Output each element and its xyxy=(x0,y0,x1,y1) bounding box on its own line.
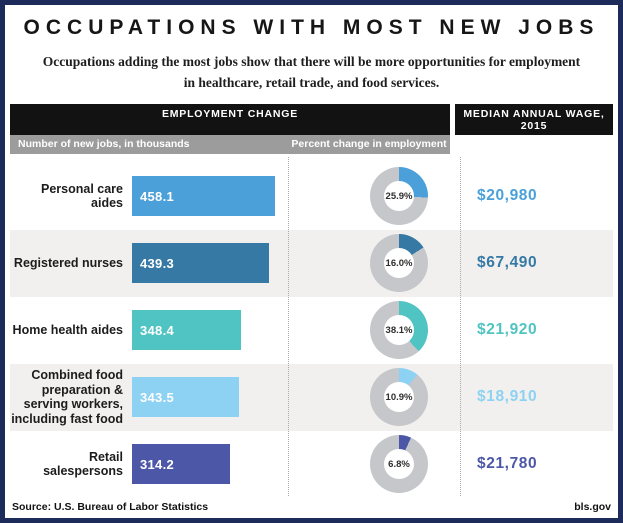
data-rows: Personal care aides 458.1 25.9% $20,980 … xyxy=(10,156,613,498)
percent-change-donut: 6.8% xyxy=(370,435,428,494)
wage-cell: $20,980 xyxy=(460,187,613,205)
occupation-label: Registered nurses xyxy=(13,255,123,270)
percent-change-column-label: Percent change in employment xyxy=(291,137,447,150)
percent-change-value: 16.0% xyxy=(385,257,413,269)
source-credit: Source: U.S. Bureau of Labor Statistics xyxy=(12,501,209,513)
table-row: Registered nurses 439.3 16.0% $67,490 xyxy=(10,229,613,297)
occupation-label: Home health aides xyxy=(12,322,123,337)
new-jobs-bar: 439.3 xyxy=(132,243,269,284)
percent-change-donut: 25.9% xyxy=(370,167,428,226)
occupation-label: Personal care aides xyxy=(41,181,123,211)
employment-change-header: EMPLOYMENT CHANGE xyxy=(10,103,450,135)
new-jobs-value: 439.3 xyxy=(140,255,175,271)
donut-hole: 38.1% xyxy=(384,315,414,346)
page-title: OCCUPATIONS WITH MOST NEW JOBS xyxy=(23,16,600,39)
new-jobs-value: 348.4 xyxy=(140,322,175,338)
donut-hole: 6.8% xyxy=(384,449,414,480)
wage-cell: $21,780 xyxy=(460,455,613,473)
percent-change-donut: 10.9% xyxy=(370,368,428,427)
new-jobs-value: 458.1 xyxy=(140,188,175,204)
median-wage-value: $20,980 xyxy=(477,187,538,205)
bar-cell: 439.3 xyxy=(123,243,288,284)
wage-cell: $21,920 xyxy=(460,321,613,339)
table-row: Combined food preparation & serving work… xyxy=(10,363,613,431)
new-jobs-value: 343.5 xyxy=(140,389,175,405)
percent-change-donut: 16.0% xyxy=(370,234,428,293)
new-jobs-column-label: Number of new jobs, in thousands xyxy=(18,137,190,150)
donut-hole: 10.9% xyxy=(384,382,414,413)
table-row: Retail salespersons 314.2 6.8% $21,780 xyxy=(10,431,613,498)
column-divider-dotted xyxy=(288,156,289,496)
median-wage-header: MEDIAN ANNUAL WAGE, 2015 xyxy=(455,103,613,135)
median-wage-value: $21,920 xyxy=(477,321,538,339)
median-wage-value: $67,490 xyxy=(477,254,538,272)
donut-cell: 6.8% xyxy=(288,435,460,494)
percent-change-value: 10.9% xyxy=(385,391,413,403)
donut-cell: 38.1% xyxy=(288,301,460,360)
bar-cell: 348.4 xyxy=(123,310,288,351)
donut-hole: 25.9% xyxy=(384,181,414,212)
occupation-label: Combined food preparation & serving work… xyxy=(11,367,123,427)
percent-change-donut: 38.1% xyxy=(370,301,428,360)
bar-cell: 343.5 xyxy=(123,377,288,418)
bls-gov-label: bls.gov xyxy=(574,501,611,513)
occupation-label: Retail salespersons xyxy=(43,449,123,479)
new-jobs-bar: 314.2 xyxy=(132,444,230,485)
bar-cell: 458.1 xyxy=(123,176,288,217)
percent-change-value: 25.9% xyxy=(385,190,413,202)
donut-cell: 16.0% xyxy=(288,234,460,293)
new-jobs-bar: 458.1 xyxy=(132,176,275,217)
bar-cell: 314.2 xyxy=(123,444,288,485)
table-row: Personal care aides 458.1 25.9% $20,980 xyxy=(10,163,613,230)
new-jobs-value: 314.2 xyxy=(140,456,175,472)
donut-cell: 25.9% xyxy=(288,167,460,226)
wage-cell: $18,910 xyxy=(460,388,613,406)
wage-cell: $67,490 xyxy=(460,254,613,272)
new-jobs-bar: 348.4 xyxy=(132,310,241,351)
page-subtitle: Occupations adding the most jobs show th… xyxy=(42,54,581,90)
new-jobs-bar: 343.5 xyxy=(132,377,239,418)
percent-change-value: 6.8% xyxy=(388,458,410,470)
column-header-band: EMPLOYMENT CHANGE MEDIAN ANNUAL WAGE, 20… xyxy=(10,103,613,135)
median-wage-value: $18,910 xyxy=(477,388,538,406)
percent-change-value: 38.1% xyxy=(385,324,413,336)
sub-header-band: Number of new jobs, in thousands Percent… xyxy=(10,134,450,154)
footer: Source: U.S. Bureau of Labor Statistics … xyxy=(5,501,618,518)
column-divider-dotted xyxy=(460,156,461,496)
donut-hole: 16.0% xyxy=(384,248,414,279)
median-wage-value: $21,780 xyxy=(477,455,538,473)
table-row: Home health aides 348.4 38.1% $21,920 xyxy=(10,297,613,364)
donut-cell: 10.9% xyxy=(288,368,460,427)
